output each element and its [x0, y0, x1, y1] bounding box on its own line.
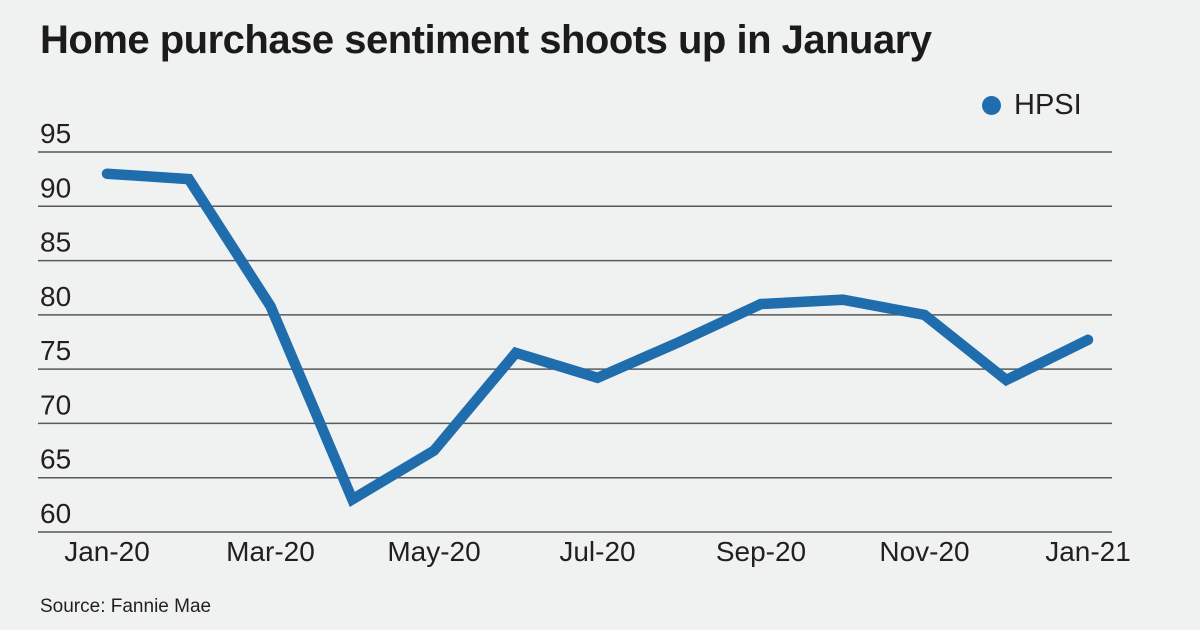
legend: HPSI: [982, 89, 1082, 122]
y-axis-tick-label: 85: [40, 227, 71, 258]
x-axis-tick-label: Jul-20: [559, 536, 635, 567]
y-axis-tick-label: 70: [40, 389, 71, 420]
legend-series-label: HPSI: [1014, 89, 1082, 121]
y-axis-tick-label: 80: [40, 281, 71, 312]
y-axis-tick-label: 60: [40, 498, 71, 529]
x-axis-tick-label: Sep-20: [716, 536, 806, 567]
chart-title: Home purchase sentiment shoots up in Jan…: [40, 18, 932, 62]
x-axis-tick-label: Jan-21: [1045, 536, 1131, 567]
y-axis-tick-label: 90: [40, 172, 71, 203]
x-axis-tick-label: Jan-20: [64, 536, 150, 567]
source-attribution: Source: Fannie Mae: [40, 596, 212, 617]
x-axis-tick-label: May-20: [387, 536, 480, 567]
y-axis-tick-label: 95: [40, 118, 71, 149]
hpsi-series-line: [101, 168, 1094, 507]
x-axis-tick-label: Nov-20: [879, 536, 969, 567]
y-axis-tick-label: 65: [40, 444, 71, 475]
y-axis-tick-label: 75: [40, 335, 71, 366]
x-axis-tick-label: Mar-20: [226, 536, 315, 567]
legend-series-dot-icon: [982, 96, 1001, 115]
